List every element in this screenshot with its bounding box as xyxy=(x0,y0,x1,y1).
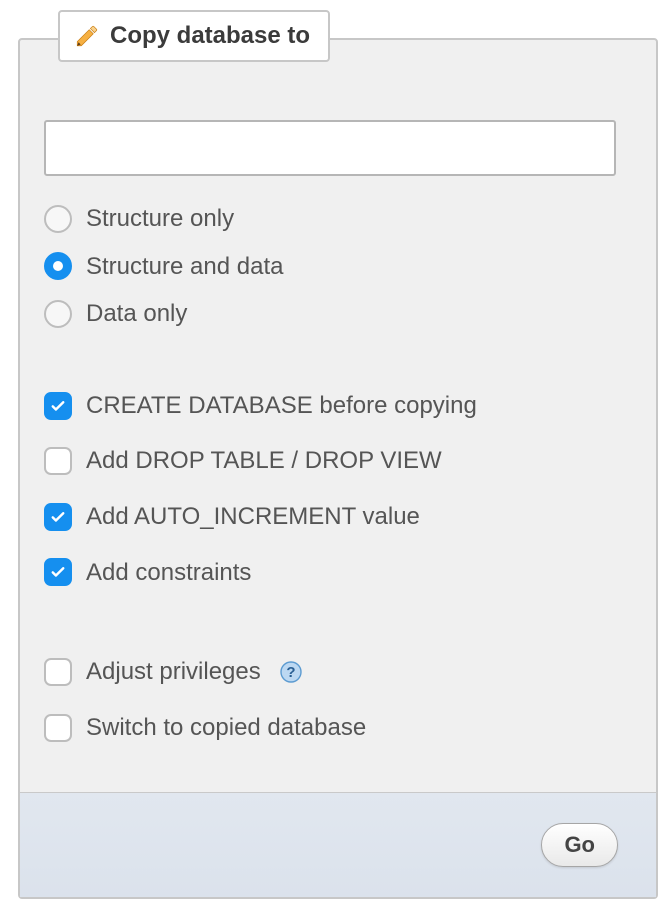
checkbox-constraints[interactable] xyxy=(44,558,72,586)
checkbox-auto-increment[interactable] xyxy=(44,503,72,531)
radio-label: Data only xyxy=(86,297,187,331)
checkbox-adjust-privileges[interactable] xyxy=(44,658,72,686)
checkbox-row-drop-table[interactable]: Add DROP TABLE / DROP VIEW xyxy=(44,440,616,482)
fieldset-body: Structure only Structure and data Data o… xyxy=(20,40,656,792)
copy-database-fieldset: Copy database to Structure only Structur… xyxy=(18,38,658,899)
checkbox-row-auto-increment[interactable]: Add AUTO_INCREMENT value xyxy=(44,496,616,538)
checkbox-label: CREATE DATABASE before copying xyxy=(86,389,477,423)
fieldset-legend: Copy database to xyxy=(58,10,330,62)
checkbox-drop-table[interactable] xyxy=(44,447,72,475)
checkbox-row-constraints[interactable]: Add constraints xyxy=(44,552,616,594)
radio-row-structure-and-data[interactable]: Structure and data xyxy=(44,246,616,288)
radio-row-structure-only[interactable]: Structure only xyxy=(44,198,616,240)
help-icon[interactable]: ? xyxy=(279,660,303,684)
checkbox-label: Add AUTO_INCREMENT value xyxy=(86,500,420,534)
checkbox-label: Adjust privileges xyxy=(86,655,261,689)
checkbox-label: Add constraints xyxy=(86,556,251,590)
checkbox-row-switch-db[interactable]: Switch to copied database xyxy=(44,707,616,749)
radio-label: Structure and data xyxy=(86,250,283,284)
radio-structure-only[interactable] xyxy=(44,205,72,233)
radio-label: Structure only xyxy=(86,202,234,236)
checkbox-create-db[interactable] xyxy=(44,392,72,420)
checkbox-label: Add DROP TABLE / DROP VIEW xyxy=(86,444,442,478)
radio-row-data-only[interactable]: Data only xyxy=(44,293,616,335)
radio-structure-and-data[interactable] xyxy=(44,252,72,280)
fieldset-footer: Go xyxy=(20,792,656,897)
checkbox-row-adjust-privileges[interactable]: Adjust privileges ? xyxy=(44,651,616,693)
pencil-icon xyxy=(74,23,100,49)
go-button[interactable]: Go xyxy=(541,823,618,867)
checkbox-label: Switch to copied database xyxy=(86,711,366,745)
checkbox-row-create-db[interactable]: CREATE DATABASE before copying xyxy=(44,385,616,427)
radio-data-only[interactable] xyxy=(44,300,72,328)
checkbox-switch-db[interactable] xyxy=(44,714,72,742)
legend-text: Copy database to xyxy=(110,22,310,50)
target-database-input[interactable] xyxy=(44,120,616,176)
svg-text:?: ? xyxy=(286,664,295,681)
